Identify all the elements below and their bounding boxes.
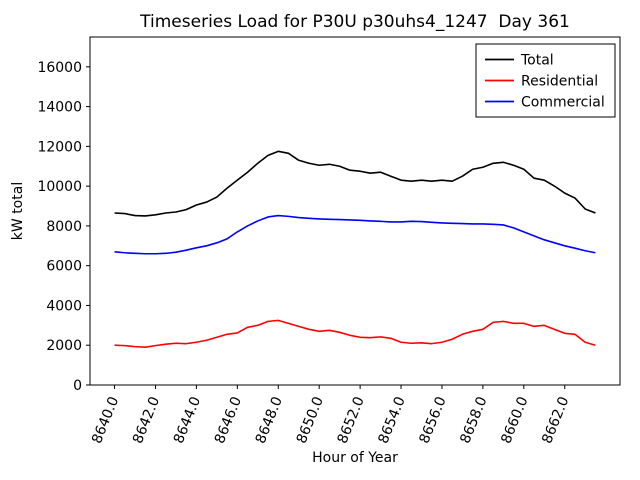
legend-label-residential: Residential <box>521 74 598 90</box>
axes-frame <box>89 36 621 386</box>
y-tick-label: 10000 <box>37 179 82 195</box>
x-tick-label: 8640.0 <box>89 395 122 446</box>
series-line-total <box>114 150 596 217</box>
x-axis-label: Hour of Year <box>312 450 398 466</box>
x-tick-label: 8652.0 <box>335 395 368 446</box>
x-tick-label: 8656.0 <box>416 395 449 446</box>
x-tick-label: 8658.0 <box>457 395 490 446</box>
series-line-residential <box>114 319 596 349</box>
x-tick-label: 8646.0 <box>212 395 245 446</box>
x-tick-label: 8644.0 <box>171 395 204 446</box>
legend-label-total: Total <box>520 53 554 69</box>
y-tick-label: 6000 <box>46 259 82 275</box>
y-tick-label: 14000 <box>37 100 82 116</box>
x-tick-label: 8648.0 <box>253 395 286 446</box>
y-tick-label: 12000 <box>37 139 82 155</box>
y-tick-label: 0 <box>73 378 82 394</box>
x-tick-label: 8660.0 <box>498 395 531 446</box>
y-tick-label: 4000 <box>46 298 82 314</box>
y-axis-label: kW total <box>10 182 26 240</box>
x-tick-label: 8662.0 <box>539 395 572 446</box>
y-tick-label: 2000 <box>46 338 82 354</box>
series-line-commercial <box>114 214 596 255</box>
x-tick-label: 8650.0 <box>294 395 327 446</box>
y-tick-label: 16000 <box>37 60 82 76</box>
legend-label-commercial: Commercial <box>521 95 605 111</box>
x-tick-label: 8642.0 <box>130 395 163 446</box>
chart-title: Timeseries Load for P30U p30uhs4_1247 Da… <box>139 12 570 32</box>
plot-area: 0 2000 4000 6000 8000 10000 12000 14000 16000 864… <box>37 36 621 446</box>
x-tick-label: 8654.0 <box>376 395 409 446</box>
y-tick-label: 8000 <box>46 219 82 235</box>
